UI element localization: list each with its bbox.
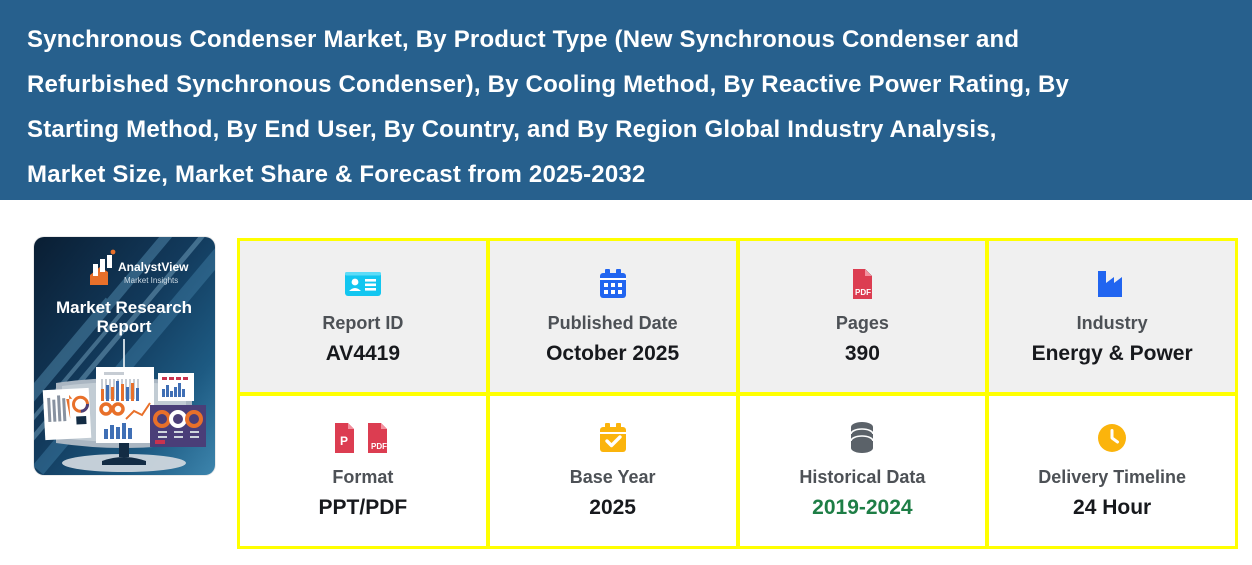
database-icon xyxy=(847,421,877,455)
svg-text:P: P xyxy=(340,434,348,448)
purple-dashboard-panel xyxy=(150,405,206,447)
meta-cell-published-date: Published Date October 2025 xyxy=(489,241,736,392)
meta-value: Energy & Power xyxy=(1031,341,1193,365)
chart-page-right xyxy=(158,373,194,401)
meta-value: 2025 xyxy=(589,496,636,520)
meta-label: Published Date xyxy=(547,312,678,333)
meta-cell-historical-data: Historical Data 2019-2024 xyxy=(739,395,986,546)
logo-subtitle-text: Market Insights xyxy=(124,276,178,285)
cover-title-line1: Market Research xyxy=(56,298,192,317)
meta-cell-pages: PDF Pages 390 xyxy=(739,241,986,392)
page-title-line: Refurbished Synchronous Condenser), By C… xyxy=(27,71,1070,98)
page-title-line: Synchronous Condenser Market, By Product… xyxy=(27,26,1020,53)
report-meta-grid: Report ID AV4419 Published Date October … xyxy=(237,238,1238,549)
id-card-icon xyxy=(343,267,383,301)
calendar-check-icon xyxy=(598,421,628,455)
factory-icon xyxy=(1095,267,1129,301)
page-title-line: Market Size, Market Share & Forecast fro… xyxy=(27,161,646,188)
meta-value: October 2025 xyxy=(546,341,680,365)
meta-label: Base Year xyxy=(569,467,656,488)
report-summary-section: AnalystView Market Insights Market Resea… xyxy=(0,200,1252,565)
title-banner: Synchronous Condenser Market, By Product… xyxy=(0,0,1252,200)
divider-line xyxy=(123,339,125,373)
analystview-logo-icon xyxy=(90,249,116,285)
meta-label: Historical Data xyxy=(799,467,926,488)
meta-cell-industry: Industry Energy & Power xyxy=(989,241,1235,392)
meta-cell-format: P PDF Format PPT/PDF xyxy=(240,395,486,546)
meta-value: 390 xyxy=(844,341,880,365)
svg-text:PDF: PDF xyxy=(855,288,871,297)
meta-label: Delivery Timeline xyxy=(1038,467,1186,488)
clock-icon xyxy=(1096,421,1128,455)
meta-label: Format xyxy=(332,467,394,488)
svg-text:PDF: PDF xyxy=(371,442,387,451)
report-cover-art: AnalystView Market Insights Market Resea… xyxy=(34,237,215,475)
chart-page-left xyxy=(42,387,92,441)
meta-label: Industry xyxy=(1076,312,1148,333)
meta-cell-base-year: Base Year 2025 xyxy=(489,395,736,546)
meta-value: 24 Hour xyxy=(1073,496,1152,520)
chart-page-center xyxy=(96,367,154,443)
page-title-line: Starting Method, By End User, By Country… xyxy=(27,116,997,143)
meta-label: Pages xyxy=(835,312,889,333)
logo-title-text: AnalystView xyxy=(118,260,189,274)
cover-title-line2: Report xyxy=(97,317,152,336)
meta-cell-report-id: Report ID AV4419 xyxy=(240,241,486,392)
meta-value: 2019-2024 xyxy=(812,496,913,520)
meta-value: AV4419 xyxy=(325,341,401,365)
pdf-file-icon: PDF xyxy=(849,267,875,301)
meta-label: Report ID xyxy=(322,312,404,333)
meta-cell-delivery-timeline: Delivery Timeline 24 Hour xyxy=(989,395,1235,546)
report-cover-thumbnail: AnalystView Market Insights Market Resea… xyxy=(34,237,215,475)
ppt-pdf-files-icon: P PDF xyxy=(332,421,394,455)
meta-value: PPT/PDF xyxy=(318,496,408,520)
calendar-icon xyxy=(598,267,628,301)
